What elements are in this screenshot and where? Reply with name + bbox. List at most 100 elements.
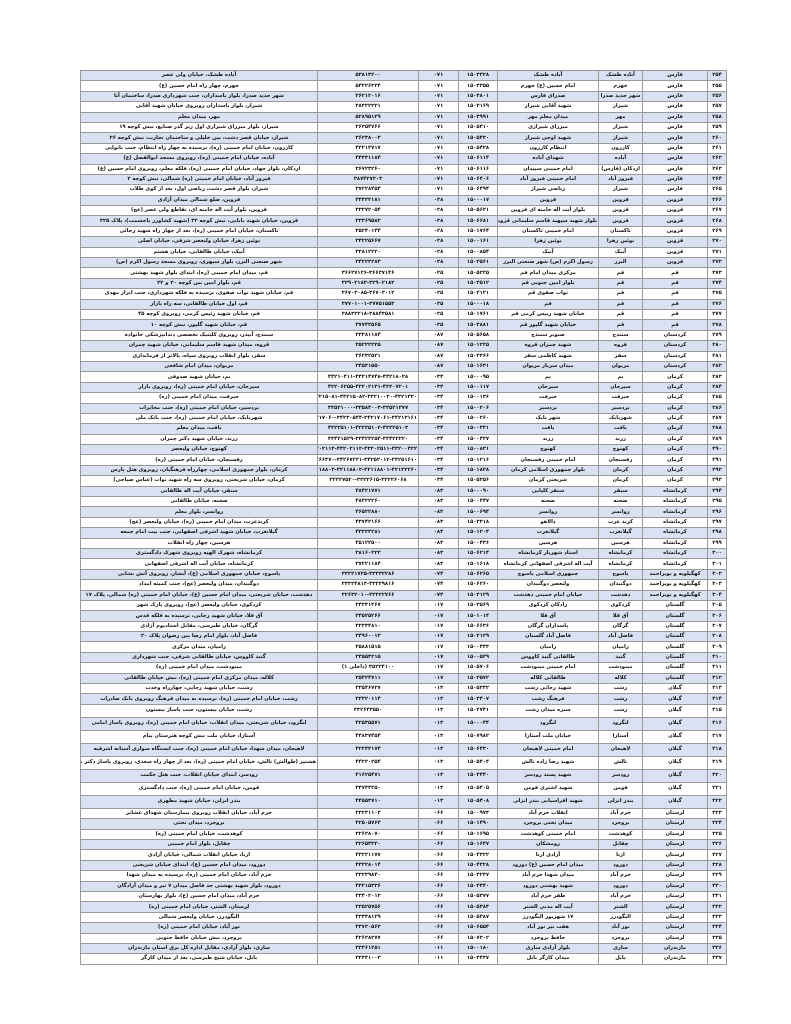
cell-row: ۲۵۶ [707,90,727,103]
cell-area-code: ۰۷۱ [418,142,459,155]
cell-address: گیلانغرب، خیابان شهید اشرفی اصفهانی، جنب… [80,527,318,539]
cell-branch-code: ۱۵۰۳۴۴۰ [458,768,498,783]
table-row: ۲۵۷ فارس شیراز شهید آقایی شیراز ۱۵۰۳۱۶۹ ۰۷۱ ۳۸… [80,101,727,113]
cell-area-code: ۰۷۱ [418,184,459,196]
cell-address: صحنه، خیابان طالقانی [80,495,318,508]
cell-address: سنندج، آبیدر، روبروی کلینیک تخصصی دندانپ… [80,329,318,342]
cell-province: قزوین [642,236,708,248]
cell-city: کرمان [598,464,643,477]
cell-branch: شهید رضا زاده تالش [497,755,599,770]
cell-branch-code: ۱۵۰۵۳۳۲ [458,683,498,695]
cell-address: لاهیجان، میدان شهدا، خیابان امام خمینی (… [80,742,318,757]
cell-branch-code: ۱۵۰۳۸۸۱ [458,319,498,331]
cell-city: گنبد [598,651,643,664]
table-row: ۲۶۰ فارس شیراز شهید اوجی شیراز ۱۵۰۵۴۳۰ ۰۷۱ ۳۶۲… [80,132,727,144]
cell-branch-code: ۱۵۰۵۳۸۳ [458,901,498,913]
cell-province: گیلان [642,703,708,718]
cell-area-code: ۰۱۳ [418,716,459,731]
cell-city: شیراز [598,132,643,144]
cell-province: فارس [642,153,708,165]
cell-phone: ۳۴۲۱۷۰۶۰-۳۴۲۳۰۵۴۴-۳۴۲۱۷۰۶۱-۳۴۲۱۳۱۶۱ [317,412,419,425]
cell-branch-code: ۱۵۰۳۵۷۲ [458,672,498,685]
cell-city: فومن [598,781,643,796]
cell-branch-code: ۱۵۰۳۵۶۱ [458,257,498,269]
table-row: ۳۰۱ کرمانشاه کرمانشاه آیت اله اشرفی اصفهانی… [80,558,727,570]
cell-address: شیراز، بلوار پاسداران روبروی خیابان شهید… [80,101,318,113]
cell-area-code: ۰۳۴ [418,454,459,466]
cell-province: کرمان [642,402,708,414]
cell-branch: شهید افراسیابی بندر انزلی [497,794,599,809]
cell-branch: زرند [497,433,599,446]
cell-branch-code: ۱۵۰۷۹۸۲ [458,729,498,744]
cell-area-code: ۰۶۶ [418,890,459,903]
cell-area-code: ۰۱۷ [418,672,459,685]
cell-city: جهرم [598,80,643,92]
cell-phone: ۳۳۲۶۴۳۵۵۰ [317,703,419,718]
cell-province: گلستان [642,610,708,622]
cell-branch-code: ۱۵۰۰۸۵۴ [458,246,498,259]
cell-province: گیلان [642,742,708,757]
cell-phone: ۵۲۸۹۵۱۲۹ [317,111,419,123]
cell-city: فیروز آباد [598,173,643,186]
cell-row: ۲۸۷ [707,412,727,425]
cell-province: قم [642,267,708,279]
cell-city: قم [598,308,643,321]
cell-phone: ۴۴۲۲۰۲۵۴ [317,755,419,770]
cell-province: فارس [642,173,708,186]
cell-branch-code: ۱۵۰۲۱۲۱ [458,288,498,300]
cell-row: ۳۱۷ [707,729,727,744]
cell-province: گلستان [642,662,708,674]
cell-province: کرمانشاه [642,527,708,539]
cell-area-code: ۰۶۶ [418,870,459,882]
cell-province: قم [642,308,708,321]
cell-branch: امام خمینی لاهیجان [497,742,599,757]
cell-row: ۳۲۷ [707,849,727,861]
cell-city: رودسر [598,768,643,783]
table-row: ۳۳۴ لرستان نور آباد هفت تیر نور آباد ۱۵۰۶۵۵۳… [80,922,727,934]
cell-province: گیلان [642,693,708,705]
cell-phone: ۳۷۲۲۸۴۵۴ [317,184,419,196]
table-row: ۲۷۵ قم قم نواب صفوی قم ۱۵۰۲۱۲۱ ۰۲۵ ۳۶۷۰۳۰۸۵-۳۶… [80,288,727,300]
cell-address: کرمانشاه، خیابان آیت اله اشرفی اصفهانی [80,558,318,570]
cell-phone: ۳۴۳۳۱۳۶۷ [317,599,419,612]
cell-row: ۲۷۶ [707,298,727,311]
cell-area-code: ۰۸۳ [418,516,459,529]
cell-branch: خیابان ملت آستارا [497,729,599,744]
cell-branch: شهید آقایی شیراز [497,101,599,113]
cell-phone: ۳۲۲۲۷۵۲۰-۳۲۲۲۶۱۵-۳۲۲۲۶۰۶۸ [317,475,419,487]
cell-phone: ۳۵۲۲۲۲۲۵ [317,340,419,352]
table-row: ۲۶۶ قزوین قزوین قزوین ۱۵۰۰۰۱۷ ۰۲۸ ۳۳۳۲۲۱۸۱ قزوی… [80,194,727,207]
cell-area-code: ۰۷۴ [418,589,459,601]
cell-address: هشتپر (طوالش) تالش، خیابان امام خمینی (ر… [80,755,318,770]
cell-address: شیراز، بلوار قصر دشت، ریاضی اول، بعد از … [80,184,318,196]
cell-row: ۲۹۳ [707,475,727,487]
table-row: ۳۰۲ کهگیلویه و بویراحمد یاسوج جمهوری اسلامی… [80,568,727,581]
cell-province: فارس [642,132,708,144]
cell-province: لرستان [642,901,708,913]
cell-row: ۳۱۵ [707,703,727,718]
cell-province: فارس [642,121,708,134]
cell-city: قزوین [598,215,643,227]
cell-address: شهر صنعتی البرز، بلوار سپهری، روبروی مسج… [80,257,318,269]
cell-branch: شریعتی کرمان [497,475,599,487]
cell-province: کرمان [642,392,708,404]
cell-row: ۳۱۸ [707,742,727,757]
table-row: ۲۵۸ فارس مهر میدان معلم مهر ۱۵۰۳۹۹۱ ۰۷۱ ۵۲۸۹۵۱… [80,111,727,123]
table-row: ۲۷۴ قم قم بلوار امین جنوبی قم ۱۵۰۳۵۱۲ ۰۲۵ ۳۲۹۰… [80,277,727,290]
cell-phone: ۴۲۵۳۵۵۷۱ [317,716,419,731]
table-row: ۳۱۵ گیلان رشت سبزه میدان رشت ۱۵۰۲۷۳۱ ۰۱۳ ۳۳۲۶۴… [80,703,727,718]
cell-province: لرستان [642,849,708,861]
cell-branch: صدرای فارس [497,90,599,103]
cell-province: قزوین [642,194,708,207]
cell-address: بم، خیابان شهید صدوقی [80,371,318,383]
table-row: ۲۸۸ کرمان بافت بافت ۱۵۰۰۳۳۱ ۰۳۴ ۴۲۲۲۵۱۰۱-۴۲۲۲۵… [80,423,727,435]
cell-address: مهر، میدان معلم [80,111,318,123]
cell-address: یاسوج، خیابان جمهوری اسلامی (ع)، آبشار، … [80,568,318,581]
cell-branch: امام خمینی تاکستان [497,225,599,238]
table-row: ۲۶۲ فارس آباده شهدای آباده ۱۵۰۶۱۱۴ ۰۷۱ ۴۴۳۳۱۱۸… [80,153,727,165]
cell-province: قزوین [642,246,708,259]
cell-row: ۳۱۱ [707,662,727,674]
cell-branch-code: ۱۵۰۰۲۰۶ [458,402,498,414]
cell-area-code: ۰۸۳ [418,537,459,549]
cell-area-code: ۰۳۴ [418,381,459,394]
